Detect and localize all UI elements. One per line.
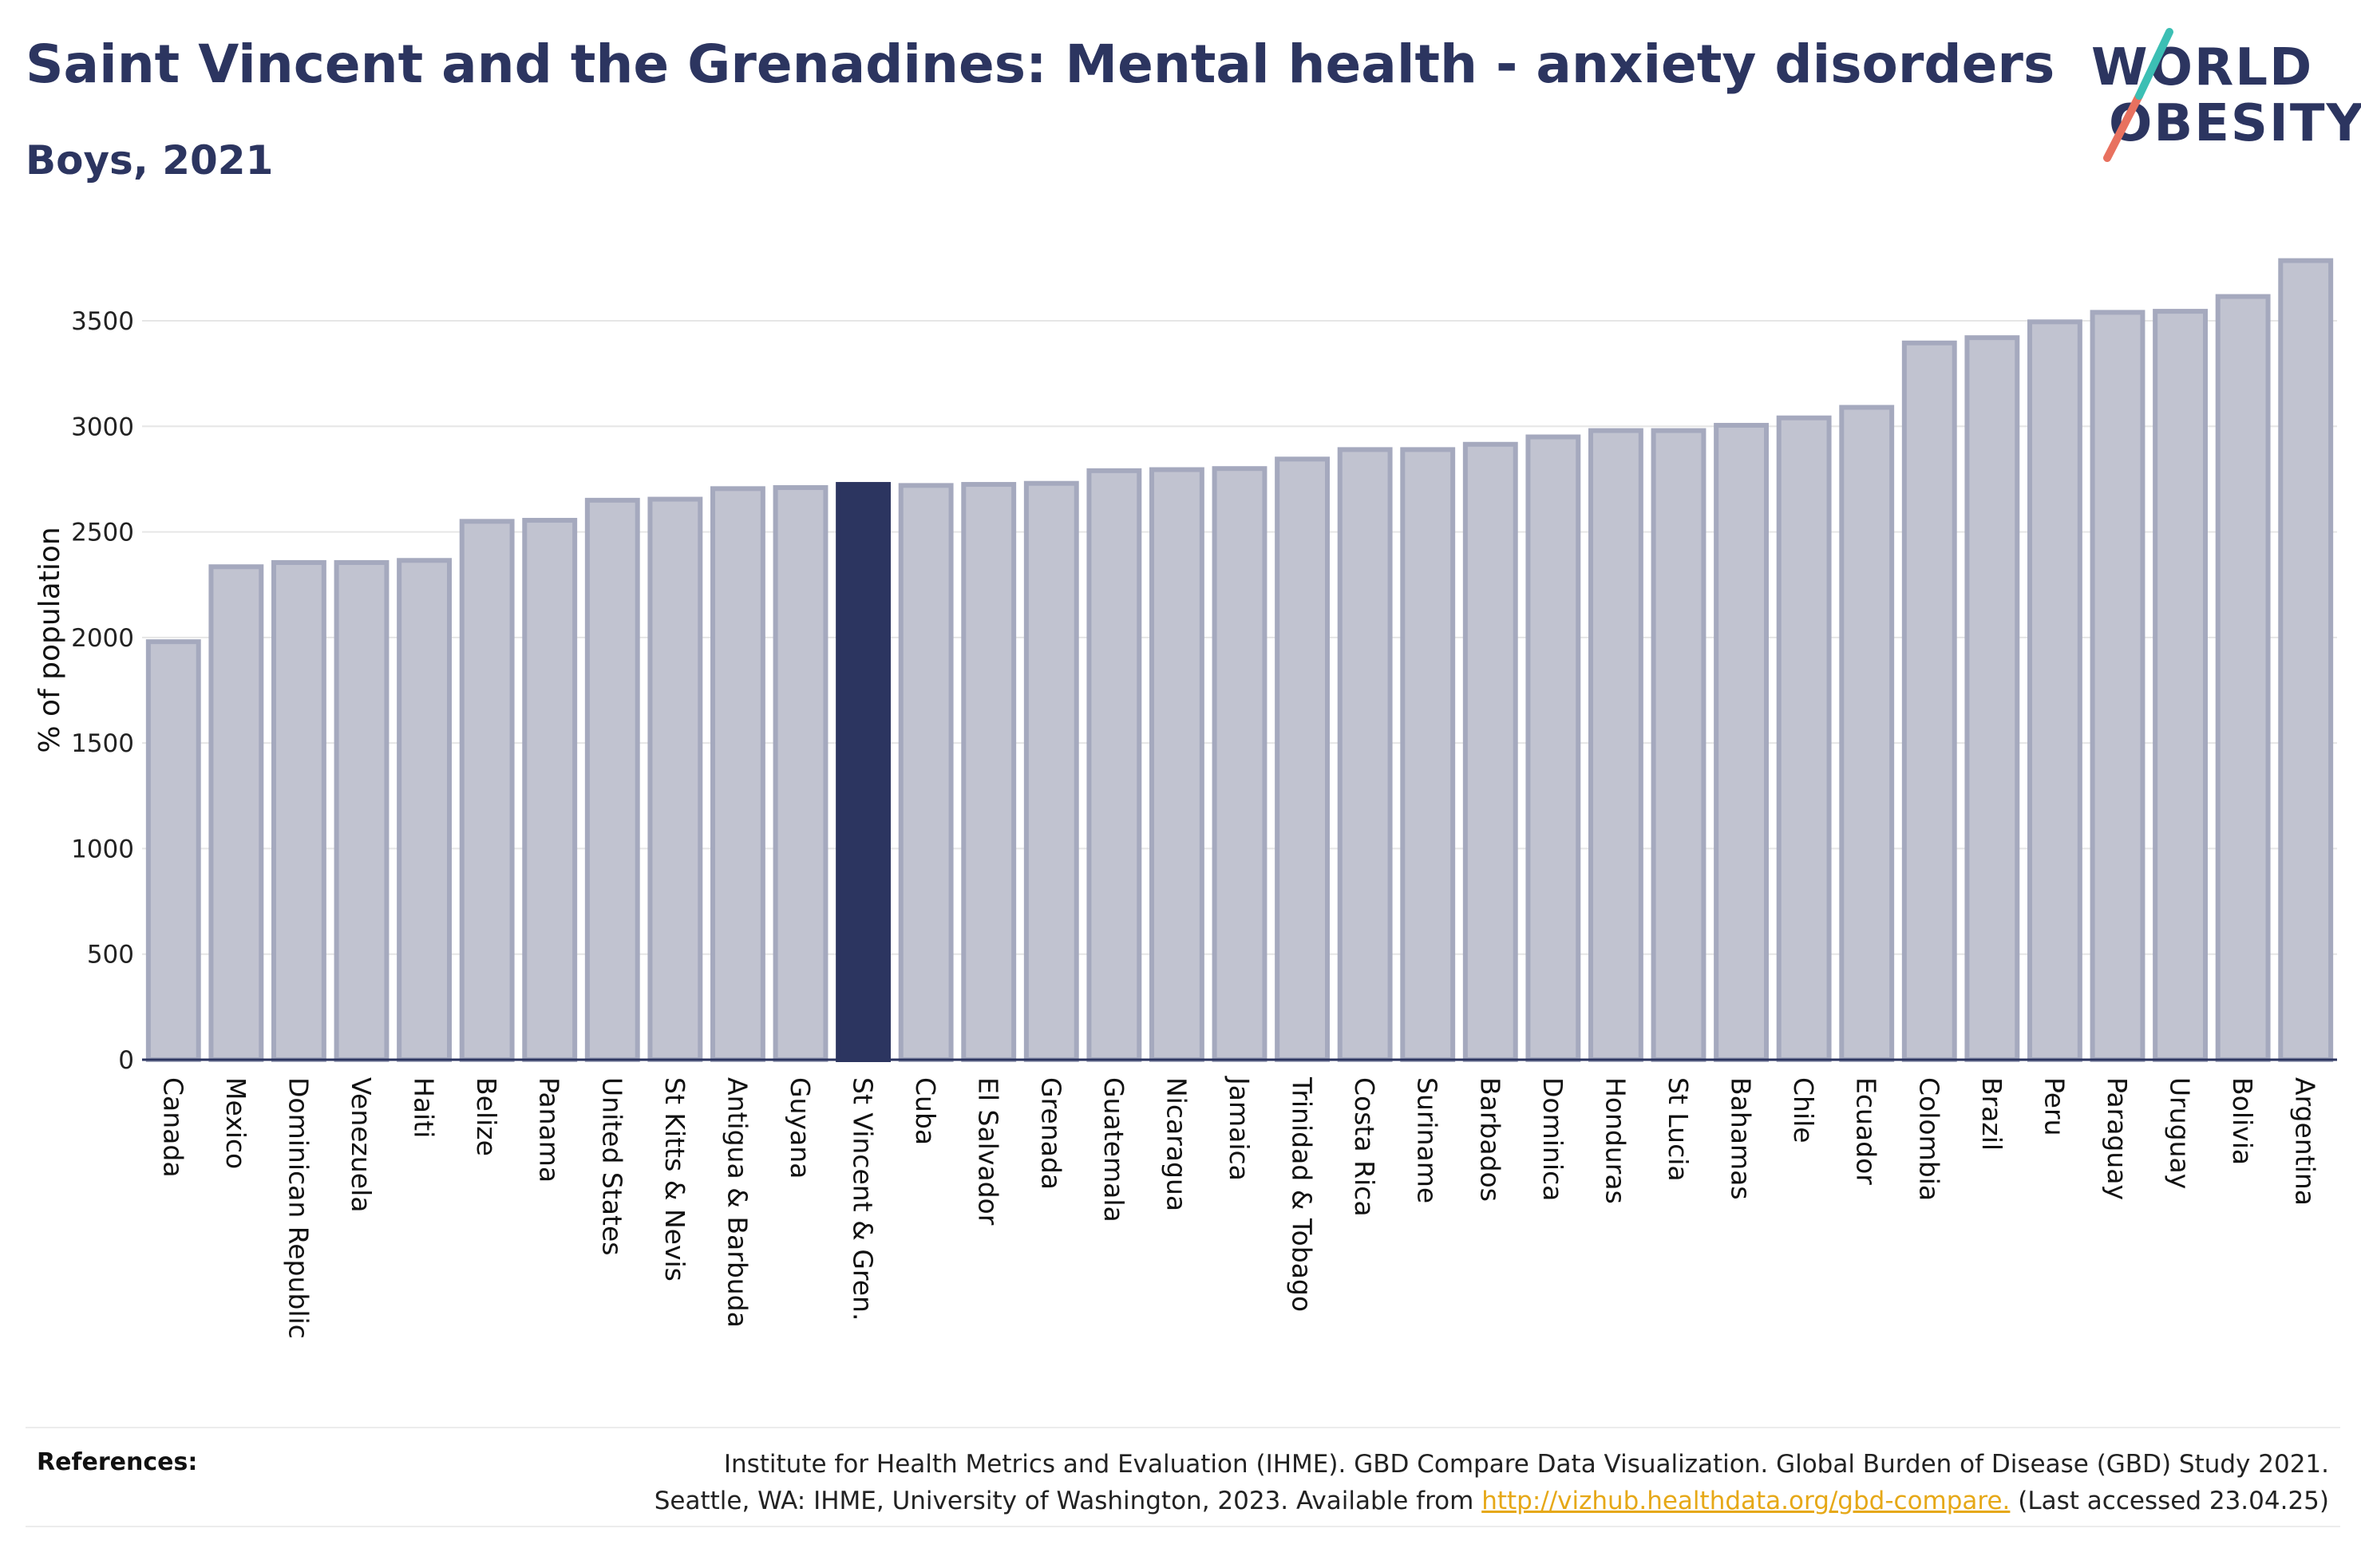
bar	[836, 482, 891, 1062]
bar	[522, 518, 578, 1062]
bar	[2027, 319, 2082, 1062]
references-line2-prefix: Seattle, WA: IHME, University of Washing…	[654, 1487, 1482, 1515]
bar	[397, 558, 452, 1062]
x-tick-label: Jamaica	[1224, 1076, 1255, 1181]
bar	[1714, 422, 1769, 1062]
references-line2-suffix: (Last accessed 23.04.25)	[2010, 1487, 2329, 1515]
references-divider-top	[26, 1427, 2340, 1428]
logo-line1: WORLD	[2091, 38, 2314, 97]
bar	[961, 482, 1017, 1062]
x-tick-label: United States	[596, 1077, 627, 1255]
logo-line2: OBESITY	[2109, 94, 2361, 153]
references-divider-bottom	[26, 1526, 2340, 1527]
bar	[145, 639, 201, 1062]
x-tick-label: Argentina	[2290, 1077, 2321, 1206]
bar	[271, 559, 326, 1062]
bar	[1023, 480, 1079, 1062]
chart-title: Saint Vincent and the Grenadines: Mental…	[26, 34, 2055, 95]
x-tick-label: St Kitts & Nevis	[659, 1077, 690, 1282]
y-tick-label: 500	[87, 941, 134, 970]
x-tick-label: Cuba	[910, 1077, 941, 1145]
x-tick-label: Belize	[471, 1077, 502, 1156]
x-tick-label: St Vincent & Gren.	[848, 1077, 879, 1321]
bar	[2153, 309, 2208, 1062]
references-line1: Institute for Health Metrics and Evaluat…	[723, 1450, 2329, 1479]
x-tick-label: Ecuador	[1851, 1077, 1882, 1185]
chart-subtitle: Boys, 2021	[26, 137, 274, 184]
y-tick-label: 0	[118, 1046, 134, 1075]
x-tick-label: Bolivia	[2227, 1077, 2258, 1165]
x-tick-label: Honduras	[1600, 1077, 1631, 1204]
x-tick-label: Suriname	[1412, 1077, 1443, 1203]
bar	[459, 519, 515, 1062]
x-tick-label: Peru	[2039, 1077, 2070, 1136]
x-tick-label: Chile	[1788, 1077, 1819, 1143]
references-label: References:	[37, 1448, 198, 1476]
bar	[1462, 441, 1518, 1062]
y-tick-label: 2000	[71, 624, 134, 653]
bar	[2090, 310, 2145, 1063]
x-tick-label: Guatemala	[1098, 1077, 1129, 1222]
bar	[1086, 468, 1142, 1062]
x-tick-label: Mexico	[220, 1077, 251, 1169]
y-tick-label: 3500	[71, 307, 134, 336]
x-tick-label: Haiti	[409, 1077, 440, 1138]
bar	[1839, 405, 1895, 1062]
x-tick-label: Venezuela	[346, 1077, 377, 1212]
bar	[1651, 428, 1706, 1062]
x-tick-label: El Salvador	[973, 1077, 1004, 1226]
bar	[773, 485, 829, 1062]
bar	[334, 559, 390, 1062]
bar	[1964, 335, 2020, 1062]
bar	[1275, 456, 1330, 1062]
bar	[647, 496, 703, 1062]
x-tick-label: Trinidad & Tobago	[1287, 1076, 1318, 1312]
bar-chart: 0 500 1000 1500 2000 2500 3000 3500 % of populat…	[34, 258, 2337, 1339]
bar	[2215, 294, 2271, 1062]
bar	[1588, 428, 1643, 1062]
x-tick-label: Antigua & Barbuda	[722, 1077, 753, 1328]
bar	[584, 497, 640, 1062]
x-tick-label: Nicaragua	[1161, 1077, 1192, 1211]
x-tick-label: Paraguay	[2102, 1077, 2133, 1200]
bar	[2278, 258, 2334, 1062]
x-tick-label: Uruguay	[2165, 1077, 2196, 1189]
references-line2: Seattle, WA: IHME, University of Washing…	[493, 1483, 2329, 1519]
x-tick-label: Colombia	[1913, 1077, 1944, 1201]
bar	[1525, 434, 1581, 1062]
x-tick-label: Dominican Republic	[283, 1077, 314, 1339]
x-tick-label: Canada	[157, 1077, 188, 1178]
bar	[208, 564, 264, 1062]
x-tick-label: Barbados	[1474, 1077, 1505, 1202]
bar	[1212, 466, 1268, 1062]
x-tick-label: Brazil	[1976, 1077, 2007, 1151]
references-text: Institute for Health Metrics and Evaluat…	[493, 1446, 2329, 1519]
y-tick-label: 2500	[71, 519, 134, 547]
bar	[898, 483, 954, 1062]
x-tick-label: Costa Rica	[1349, 1077, 1380, 1217]
bar	[1901, 340, 1957, 1062]
bar	[1400, 447, 1456, 1062]
bar	[1776, 415, 1832, 1062]
x-tick-label: Grenada	[1035, 1077, 1066, 1190]
y-tick-label: 1500	[71, 729, 134, 758]
x-tick-label: Guyana	[785, 1077, 816, 1179]
references-link[interactable]: http://vizhub.healthdata.org/gbd-compare…	[1481, 1487, 2011, 1515]
world-obesity-logo: WORLD OBESITY	[2083, 22, 2361, 166]
y-tick-label: 3000	[71, 413, 134, 441]
y-axis-label: % of population	[34, 527, 66, 752]
bar	[1337, 447, 1393, 1062]
x-tick-label: Dominica	[1537, 1077, 1568, 1201]
x-tick-label: Panama	[534, 1077, 565, 1183]
logo-slash-icon	[2103, 28, 2173, 162]
x-tick-label: St Lucia	[1663, 1077, 1694, 1182]
bar	[710, 486, 765, 1062]
x-tick-label: Bahamas	[1726, 1077, 1757, 1200]
bar	[1149, 467, 1204, 1062]
y-tick-label: 1000	[71, 835, 134, 863]
